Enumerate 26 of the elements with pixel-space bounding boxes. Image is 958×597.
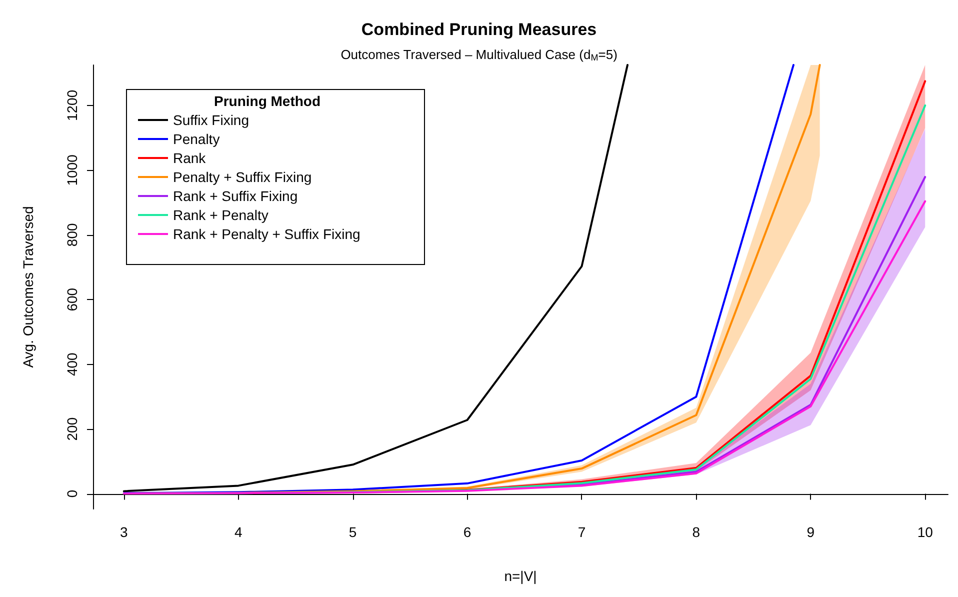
x-tick-label: 4 — [234, 524, 242, 540]
legend-label: Rank + Penalty + Suffix Fixing — [173, 226, 360, 242]
x-tick-label: 10 — [917, 524, 934, 540]
legend-label: Penalty — [173, 131, 220, 147]
legend-label: Rank — [173, 150, 207, 166]
y-tick-label: 600 — [64, 288, 80, 312]
x-tick-label: 3 — [120, 524, 128, 540]
x-tick-label: 7 — [578, 524, 586, 540]
y-tick-label: 0 — [64, 490, 80, 498]
x-tick-label: 8 — [692, 524, 700, 540]
legend-label: Penalty + Suffix Fixing — [173, 169, 312, 185]
y-tick-label: 800 — [64, 223, 80, 247]
legend-label: Rank + Suffix Fixing — [173, 188, 298, 204]
x-tick-label: 6 — [463, 524, 472, 540]
chart-title: Combined Pruning Measures — [361, 20, 597, 39]
y-tick-label: 400 — [64, 352, 80, 376]
legend-title: Pruning Method — [214, 93, 321, 109]
y-tick-label: 200 — [64, 417, 80, 441]
x-axis-title: n=|V| — [504, 568, 537, 584]
legend-label: Suffix Fixing — [173, 112, 249, 128]
x-tick-label: 9 — [806, 524, 815, 540]
y-tick-label: 1000 — [64, 154, 80, 186]
y-axis-title: Avg. Outcomes Traversed — [20, 206, 36, 368]
y-tick-label: 1200 — [64, 90, 80, 122]
x-tick-label: 5 — [348, 524, 357, 540]
legend-label: Rank + Penalty — [173, 207, 268, 223]
